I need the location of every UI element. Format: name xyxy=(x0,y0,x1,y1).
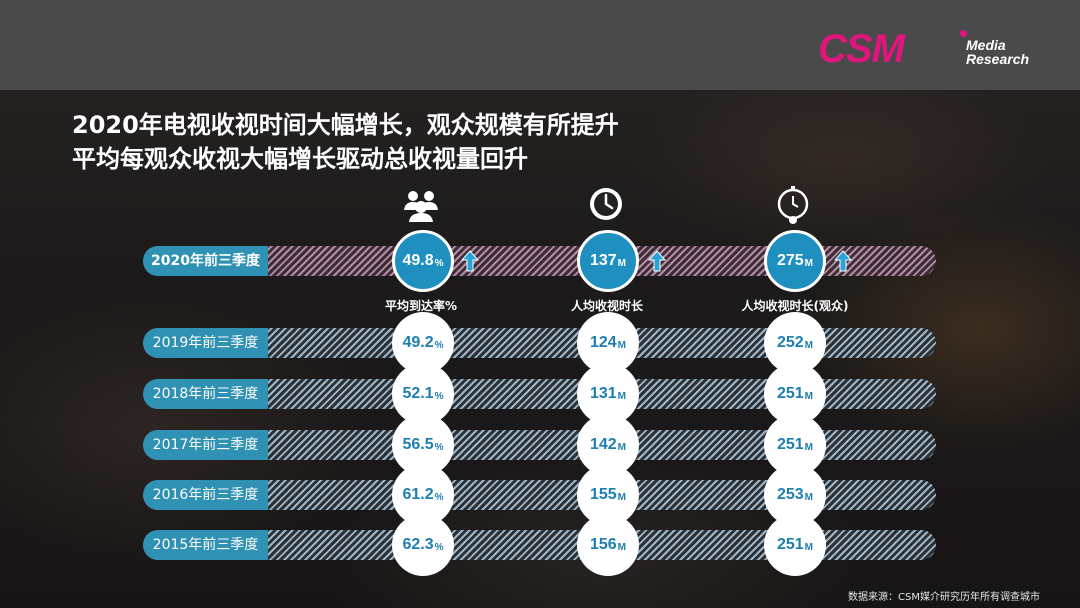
value-unit: % xyxy=(434,339,444,351)
metric-label-time-viewers: 人均收视时长(观众) xyxy=(741,299,849,313)
value-unit: M xyxy=(617,390,627,402)
value-number: 56.5 xyxy=(402,436,434,453)
value-number: 131 xyxy=(589,385,617,402)
value-circle: 49.2% xyxy=(392,312,454,374)
metric-label-reach: 平均到达率% xyxy=(384,299,458,313)
logo-mark: CSM xyxy=(818,27,905,71)
value-unit: % xyxy=(434,390,444,402)
row-period-label: 2020年前三季度 xyxy=(143,246,268,276)
row-period-label: 2017年前三季度 xyxy=(143,430,268,460)
value-circle: 137 M xyxy=(577,230,639,292)
value-unit: M xyxy=(617,441,627,453)
title-line1: 2020年电视收视时间大幅增长，观众规模有所提升 xyxy=(72,111,619,139)
value-circle: 252 M xyxy=(764,312,826,374)
value-circle: 275 M xyxy=(764,230,826,292)
value-circle: 49.8% xyxy=(392,230,454,292)
value-number: 156 xyxy=(589,536,617,553)
value-number: 61.2 xyxy=(402,486,434,503)
value-number: 124 xyxy=(589,334,617,351)
value-unit: % xyxy=(434,541,444,553)
value-unit: M xyxy=(617,541,627,553)
value-unit: % xyxy=(434,441,444,453)
value-number: 252 xyxy=(776,334,804,351)
value-number: 137 xyxy=(589,252,617,269)
value-number: 62.3 xyxy=(402,536,434,553)
value-unit: M xyxy=(804,491,814,503)
stopwatch-icon xyxy=(777,186,809,224)
up-arrow-icon xyxy=(648,250,666,272)
logo-line1: Media xyxy=(966,37,1006,53)
data-source-note: 数据来源：CSM媒介研究历年所有调查城市 xyxy=(848,592,1040,603)
value-number: 49.8 xyxy=(402,252,434,269)
value-unit: M xyxy=(804,257,814,269)
people-icon xyxy=(404,191,438,222)
logo-subtitle: Media Research xyxy=(966,38,1029,66)
title-line2: 平均每观众收视大幅增长驱动总收视量回升 xyxy=(72,145,528,173)
row-period-label: 2018年前三季度 xyxy=(143,379,268,409)
value-number: 275 xyxy=(776,252,804,269)
value-circle: 253 M xyxy=(764,464,826,526)
value-unit: M xyxy=(804,541,814,553)
value-unit: % xyxy=(434,257,444,269)
value-number: 49.2 xyxy=(402,334,434,351)
value-number: 251 xyxy=(776,385,804,402)
row-period-label: 2019年前三季度 xyxy=(143,328,268,358)
value-unit: % xyxy=(434,491,444,503)
up-arrow-icon xyxy=(834,250,852,272)
up-arrow-icon xyxy=(461,250,479,272)
value-circle: 251 M xyxy=(764,514,826,576)
clock-icon xyxy=(590,188,622,220)
logo-dot xyxy=(960,30,967,37)
value-number: 142 xyxy=(589,436,617,453)
value-unit: M xyxy=(617,491,627,503)
value-number: 253 xyxy=(776,486,804,503)
csm-logo: CSM Media Research xyxy=(818,26,1038,72)
page-title: 2020年电视收视时间大幅增长，观众规模有所提升 平均每观众收视大幅增长驱动总收… xyxy=(72,108,619,176)
value-unit: M xyxy=(804,390,814,402)
row-period-label: 2015年前三季度 xyxy=(143,530,268,560)
value-unit: M xyxy=(617,339,627,351)
value-unit: M xyxy=(617,257,627,269)
metric-label-time: 人均收视时长 xyxy=(570,299,643,313)
value-unit: M xyxy=(804,339,814,351)
value-number: 52.1 xyxy=(402,385,434,402)
logo-line2: Research xyxy=(966,51,1030,67)
value-number: 251 xyxy=(776,436,804,453)
value-circle: 156 M xyxy=(577,514,639,576)
top-banner: CSM Media Research xyxy=(0,0,1080,90)
value-circle: 62.3% xyxy=(392,514,454,576)
value-circle: 52.1% xyxy=(392,363,454,425)
value-number: 251 xyxy=(776,536,804,553)
value-number: 155 xyxy=(589,486,617,503)
row-period-label: 2016年前三季度 xyxy=(143,480,268,510)
value-unit: M xyxy=(804,441,814,453)
